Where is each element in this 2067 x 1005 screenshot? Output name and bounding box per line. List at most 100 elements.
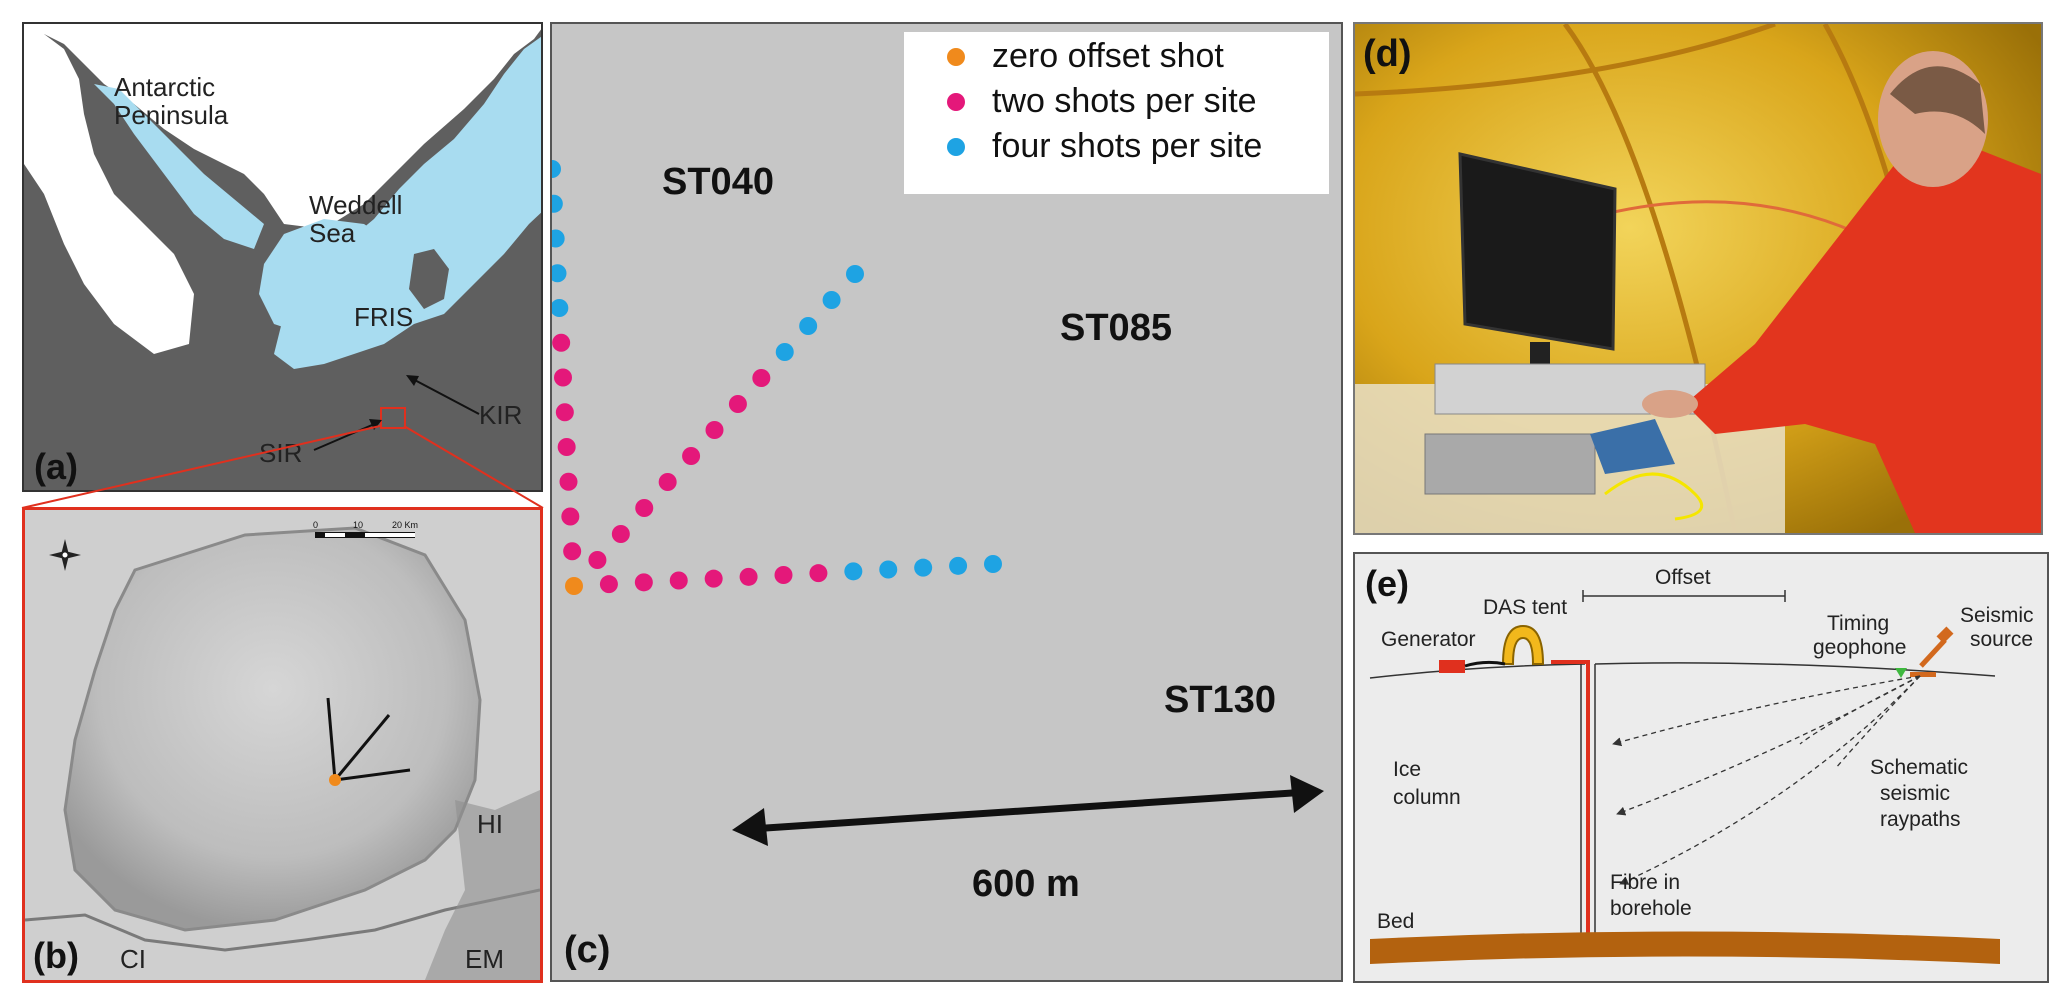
open-ocean-west bbox=[24, 34, 194, 354]
label-geophone: geophone bbox=[1813, 636, 1906, 659]
label-em: EM bbox=[465, 944, 504, 974]
generator-cable bbox=[1464, 660, 1506, 668]
st040-shot-1 bbox=[563, 542, 582, 561]
person-hand bbox=[1642, 390, 1698, 418]
label-st040: ST040 bbox=[662, 161, 774, 203]
st040-shot-11 bbox=[552, 194, 563, 213]
label-antarctic: Antarctic bbox=[114, 72, 215, 102]
borehole-site-marker bbox=[329, 774, 341, 786]
panel-b-label: (b) bbox=[33, 935, 79, 976]
arrow-kir-head bbox=[406, 375, 419, 386]
generator-icon bbox=[1439, 660, 1465, 673]
hammer-handle-icon bbox=[1919, 638, 1947, 668]
label-peninsula: Peninsula bbox=[114, 100, 229, 130]
label-borehole: borehole bbox=[1610, 897, 1692, 920]
st085-shot-5 bbox=[682, 447, 701, 465]
st040-shot-2 bbox=[561, 507, 580, 526]
panel-e-label: (e) bbox=[1365, 563, 1409, 604]
st040-shot-12 bbox=[552, 160, 561, 178]
fibre-line bbox=[1551, 660, 1590, 936]
st085-shot-6 bbox=[705, 421, 724, 439]
st130-shot-3 bbox=[669, 571, 688, 590]
label-schematic: Schematic bbox=[1870, 756, 1968, 779]
panel-a-map: Antarctic Peninsula Weddell Sea FRIS KIR… bbox=[22, 22, 543, 492]
label-das-tent: DAS tent bbox=[1483, 596, 1567, 619]
st085-shot-10 bbox=[799, 317, 818, 335]
st040-shot-4 bbox=[557, 438, 576, 456]
st085-shot-3 bbox=[635, 499, 654, 517]
st040-shot-6 bbox=[554, 368, 572, 387]
st130-shot-9 bbox=[879, 560, 898, 579]
label-timing: Timing bbox=[1827, 612, 1889, 635]
label-sea: Sea bbox=[309, 218, 356, 248]
st085-shot-9 bbox=[775, 343, 794, 361]
st085-shot-12 bbox=[846, 265, 864, 283]
st040-shot-8 bbox=[552, 299, 569, 317]
st130-shot-2 bbox=[634, 573, 653, 592]
scale-tick-20: 20 Km bbox=[392, 520, 418, 530]
st130-shot-8 bbox=[844, 562, 863, 581]
st130-shot-6 bbox=[774, 566, 793, 584]
blue-device bbox=[1590, 419, 1675, 474]
st130-shot-12 bbox=[984, 555, 1002, 573]
st040-shot-10 bbox=[552, 229, 565, 248]
power-box bbox=[1424, 433, 1596, 495]
st085-shot-11 bbox=[822, 291, 841, 309]
survey-line-st085 bbox=[333, 714, 391, 781]
monitor bbox=[1458, 152, 1617, 351]
st130-shot-11 bbox=[949, 556, 968, 575]
panel-b-ice-rise: 0 10 20 Km HI CI EM (b) bbox=[22, 507, 543, 983]
scale-tick-0: 0 bbox=[313, 520, 318, 530]
person-jacket bbox=[1685, 144, 2041, 533]
legend-box bbox=[904, 32, 1329, 194]
raypath-1 bbox=[1612, 675, 1921, 747]
shelf-edge bbox=[25, 888, 540, 952]
label-generator: Generator bbox=[1381, 628, 1476, 651]
label-st085: ST085 bbox=[1060, 307, 1172, 349]
st130-shot-4 bbox=[704, 569, 723, 588]
st040-shot-3 bbox=[559, 472, 578, 491]
st130-shot-1 bbox=[599, 575, 618, 594]
distance-arrow-left-head bbox=[732, 808, 768, 846]
st130-shot-5 bbox=[739, 567, 758, 586]
panel-e-schematic: (e) Offset DAS tent Generator Timing geo… bbox=[1353, 552, 2049, 983]
st040-shot-9 bbox=[552, 264, 567, 283]
st085-shot-1 bbox=[588, 551, 607, 569]
berkner-island bbox=[409, 249, 449, 309]
shot-points bbox=[552, 160, 1002, 595]
arrow-sir-head bbox=[369, 419, 382, 430]
legend-text-zero: zero offset shot bbox=[992, 37, 1224, 75]
ice-surface-right bbox=[1594, 662, 1996, 677]
arrow-sir bbox=[313, 421, 380, 451]
st040-shot-7 bbox=[552, 333, 571, 352]
peninsula-coast-ice bbox=[94, 84, 264, 249]
legend-marker-four bbox=[947, 138, 965, 156]
st085-shot-4 bbox=[658, 473, 677, 491]
geophone-icon bbox=[1895, 668, 1907, 678]
open-ocean bbox=[24, 24, 541, 229]
das-tent-icon bbox=[1501, 624, 1545, 665]
panel-c-label: (c) bbox=[564, 929, 610, 971]
panel-a-label: (a) bbox=[34, 446, 78, 487]
label-sir: SIR bbox=[259, 438, 302, 468]
arrow-kir bbox=[408, 376, 480, 415]
hammer-head-icon bbox=[1936, 626, 1954, 644]
label-ci: CI bbox=[120, 944, 146, 974]
person-hair bbox=[1890, 66, 1985, 134]
distance-arrow-line bbox=[749, 788, 1308, 833]
label-seismic-2: seismic bbox=[1880, 782, 1950, 805]
rough-terrain bbox=[425, 790, 540, 980]
label-raypaths: raypaths bbox=[1880, 808, 1961, 831]
label-fibre: Fibre in bbox=[1610, 871, 1680, 894]
ice-shelf-inner bbox=[259, 219, 404, 334]
st040-shot-5 bbox=[555, 403, 574, 422]
label-weddell: Weddell bbox=[309, 190, 402, 220]
label-kir: KIR bbox=[479, 400, 522, 430]
distance-arrow-right-head bbox=[1290, 775, 1324, 813]
st085-shot-8 bbox=[752, 369, 771, 387]
label-seismic: Seismic bbox=[1960, 604, 2034, 627]
raypath-3 bbox=[1619, 675, 1921, 885]
distance-label: 600 m bbox=[972, 863, 1080, 905]
legend-text-four: four shots per site bbox=[992, 127, 1262, 165]
yellow-fibre-cable bbox=[1604, 472, 1704, 521]
